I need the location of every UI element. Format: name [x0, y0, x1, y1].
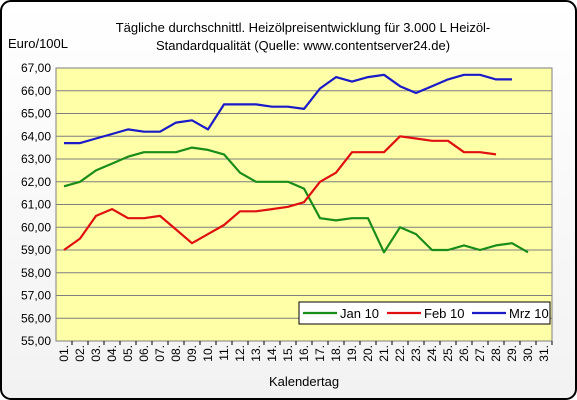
x-tick-label: 29.	[505, 345, 519, 362]
x-tick-label: 14.	[265, 345, 279, 362]
x-tick-label: 20.	[361, 345, 375, 362]
grid-lines	[56, 67, 552, 342]
x-tick-label: 19.	[345, 345, 359, 362]
y-tick-label: 57,00	[21, 289, 51, 303]
x-tick-label: 05.	[121, 345, 135, 362]
x-tick-label: 04.	[105, 345, 119, 362]
x-tick-label: 13.	[249, 345, 263, 362]
series-line-jan-10	[63, 146, 529, 254]
legend-box	[298, 301, 551, 325]
x-tick-label: 15.	[281, 345, 295, 362]
y-tick-label: 65,00	[21, 107, 51, 121]
x-tick-label: 23.	[409, 345, 423, 362]
legend-label: Jan 10	[340, 306, 379, 321]
x-tick-label: 26.	[457, 345, 471, 362]
y-axis-label: Euro/100L	[8, 36, 68, 51]
x-tick-label: 01.	[57, 345, 71, 362]
x-tick-label: 22.	[393, 345, 407, 362]
y-tick-label: 67,00	[21, 61, 51, 75]
y-tick-label: 60,00	[21, 220, 51, 234]
x-tick-label: 02.	[73, 345, 87, 362]
chart-title-line2: Standardqualität (Quelle: www.contentser…	[156, 38, 450, 53]
x-tick-label: 27.	[473, 345, 487, 362]
legend-label: Mrz 10	[509, 306, 549, 321]
x-tick-label: 12.	[233, 345, 247, 362]
y-tick-label: 66,00	[21, 84, 51, 98]
x-tick-label: 11.	[217, 345, 231, 361]
x-tick-label: 17.	[313, 345, 327, 362]
x-tick-label: 24.	[425, 345, 439, 362]
x-tick-label: 08.	[169, 345, 183, 362]
y-tick-label: 64,00	[21, 129, 51, 143]
y-tick-label: 63,00	[21, 152, 51, 166]
series-lines	[63, 73, 529, 254]
legend: Jan 10 Feb 10 Mrz 10	[298, 301, 551, 325]
x-tick-label: 07.	[153, 345, 167, 362]
y-tick-labels: 55,00 56,00 57,00 58,00 59,00 60,00 61,00 62,00…	[21, 61, 51, 348]
x-tick-label: 03.	[89, 345, 103, 362]
x-tick-label: 30.	[521, 345, 535, 362]
x-tick-label: 09.	[185, 345, 199, 362]
x-tick-label: 28.	[489, 345, 503, 362]
y-tick-label: 62,00	[21, 175, 51, 189]
y-tick-label: 55,00	[21, 334, 51, 348]
chart-title-line1: Tägliche durchschnittl. Heizölpreisentwi…	[116, 20, 491, 35]
x-tick-labels: 01. 02. 03. 04. 05. 06. 07. 08. 09. 10. 11. 12. 13. 1…	[57, 341, 553, 362]
x-tick-label: 06.	[137, 345, 151, 362]
x-tick-label: 25.	[441, 345, 455, 362]
x-tick-label: 10.	[201, 345, 215, 362]
y-tick-label: 61,00	[21, 198, 51, 212]
y-tick-label: 56,00	[21, 311, 51, 325]
x-tick-label: 21.	[377, 345, 391, 362]
series-line-mrz-10	[64, 73, 512, 145]
x-tick-label: 31.	[537, 345, 551, 362]
x-tick-label: 16.	[297, 345, 311, 362]
x-tick-label: 18.	[329, 345, 343, 362]
x-axis-label: Kalendertag	[269, 374, 339, 389]
series-line-feb-10	[63, 135, 497, 251]
legend-label: Feb 10	[424, 306, 464, 321]
y-tick-label: 59,00	[21, 243, 51, 257]
y-tick-label: 58,00	[21, 266, 51, 280]
